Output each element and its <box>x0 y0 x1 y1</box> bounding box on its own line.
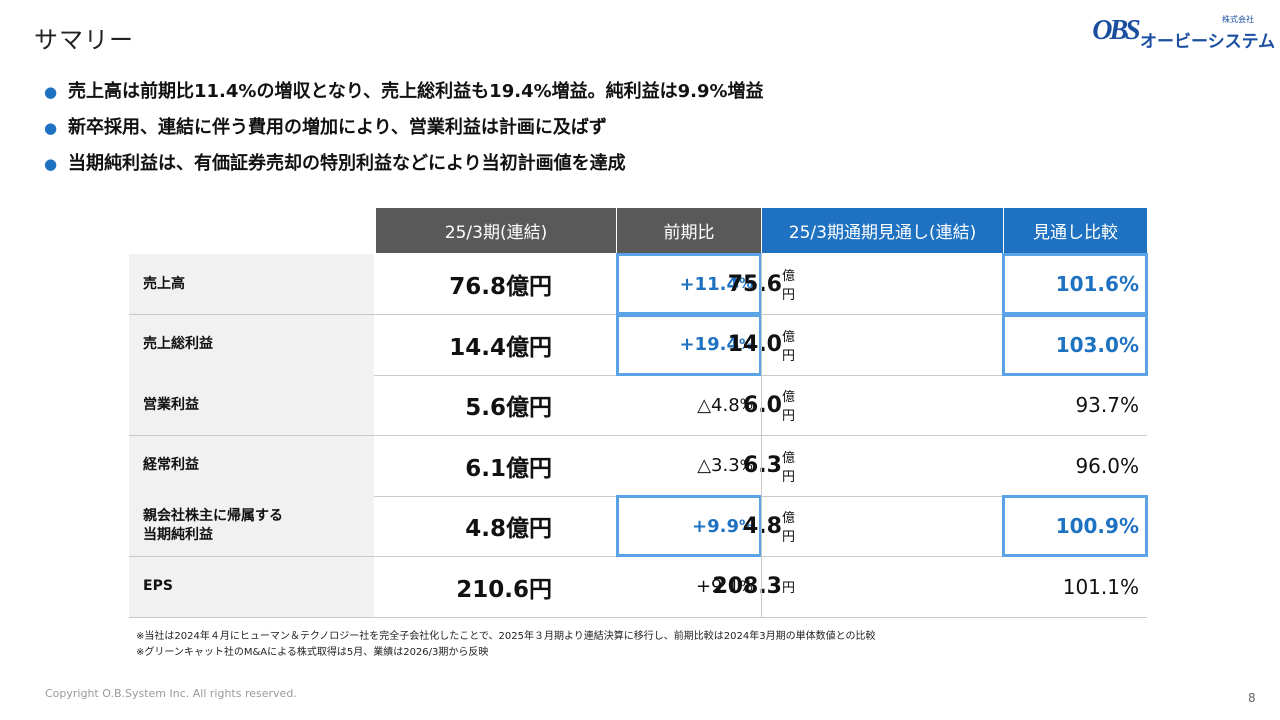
bullet-item: ● 新卒採用、連結に伴う費用の増加により、営業利益は計画に及ばず <box>44 110 764 146</box>
vs-forecast-value: 100.9% <box>1055 514 1139 538</box>
actual-value: 210.6円 <box>456 576 552 603</box>
page-number: 8 <box>1248 691 1256 705</box>
yoy-value: +19.4% <box>679 334 753 355</box>
row-label: EPS <box>129 556 374 617</box>
page-title: サマリー <box>34 26 134 54</box>
copyright: Copyright O.B.System Inc. All rights res… <box>45 687 297 700</box>
row-label: 売上高 <box>129 254 374 314</box>
bullet-dot-icon: ● <box>44 119 58 137</box>
column-divider <box>761 254 762 617</box>
table-row: EPS 210.6円 +9.1% 208.3 円 101.1% <box>129 556 1147 618</box>
yoy-value: △4.8% <box>697 394 753 416</box>
logo-company-name: オービーシステム <box>1140 32 1276 52</box>
actual-value: 6.1億円 <box>465 455 552 482</box>
table-row: 経常利益 6.1億円 △3.3% 6.3 億円 96.0% <box>129 435 1147 497</box>
row-label: 親会社株主に帰属する 当期純利益 <box>129 496 374 556</box>
footnotes: ※当社は2024年４月にヒューマン＆テクノロジー社を完全子会社化したことで、20… <box>136 629 876 661</box>
logo-kabushiki: 株式会社 <box>1222 15 1254 24</box>
yoy-value: △3.3% <box>697 455 753 476</box>
company-logo: OBS 株式会社 オービーシステム <box>1092 14 1275 52</box>
vs-forecast-value: 93.7% <box>1075 393 1139 417</box>
footnote: ※グリーンキャット社のM&Aによる株式取得は5月、業績は2026/3期から反映 <box>136 647 489 658</box>
forecast-value: 6.3 億円 <box>743 450 795 485</box>
header-forecast: 25/3期通期見通し(連結) <box>762 208 1003 253</box>
yoy-value: +9.1% <box>695 576 753 597</box>
vs-forecast-value: 103.0% <box>1055 332 1139 357</box>
header-yoy: 前期比 <box>617 208 761 253</box>
table-row: 売上高 76.8億円 +11.4% 75.6 億円 101.6% <box>129 254 1147 315</box>
obs-logo-mark: OBS <box>1092 15 1140 46</box>
summary-bullets: ● 売上高は前期比11.4%の増収となり、売上総利益も19.4%増益。純利益は9.… <box>44 74 764 182</box>
actual-value: 4.8億円 <box>465 516 552 542</box>
forecast-value: 208.3 円 <box>712 574 795 599</box>
forecast-value: 6.0 億円 <box>743 390 795 424</box>
vs-forecast-value: 96.0% <box>1075 453 1139 478</box>
yoy-value: +9.9% <box>692 515 753 537</box>
actual-value: 5.6億円 <box>465 395 552 421</box>
yoy-value: +11.4% <box>679 273 753 295</box>
table-row: 親会社株主に帰属する 当期純利益 4.8億円 +9.9% 4.8 億円 100.9% <box>129 496 1147 557</box>
footnote: ※当社は2024年４月にヒューマン＆テクノロジー社を完全子会社化したことで、20… <box>136 631 876 642</box>
actual-value: 14.4億円 <box>449 334 552 361</box>
row-label: 経常利益 <box>129 435 374 496</box>
bullet-item: ● 当期純利益は、有価証券売却の特別利益などにより当初計画値を達成 <box>44 146 764 182</box>
bullet-dot-icon: ● <box>44 83 58 101</box>
bullet-item: ● 売上高は前期比11.4%の増収となり、売上総利益も19.4%増益。純利益は9.… <box>44 74 764 110</box>
vs-forecast-value: 101.1% <box>1062 574 1139 599</box>
vs-forecast-value: 101.6% <box>1055 272 1139 296</box>
bullet-dot-icon: ● <box>44 155 58 173</box>
table-row: 営業利益 5.6億円 △4.8% 6.0 億円 93.7% <box>129 375 1147 436</box>
row-label: 営業利益 <box>129 375 374 435</box>
header-actual: 25/3期(連結) <box>376 208 616 253</box>
table-row: 売上総利益 14.4億円 +19.4% 14.0 億円 103.0% <box>129 314 1147 376</box>
forecast-value: 4.8 億円 <box>743 511 795 545</box>
row-label: 売上総利益 <box>129 314 374 375</box>
forecast-value: 14.0 億円 <box>727 329 795 364</box>
header-vs-forecast: 見通し比較 <box>1004 208 1147 253</box>
actual-value: 76.8億円 <box>449 274 552 300</box>
forecast-value: 75.6 億円 <box>727 269 795 303</box>
